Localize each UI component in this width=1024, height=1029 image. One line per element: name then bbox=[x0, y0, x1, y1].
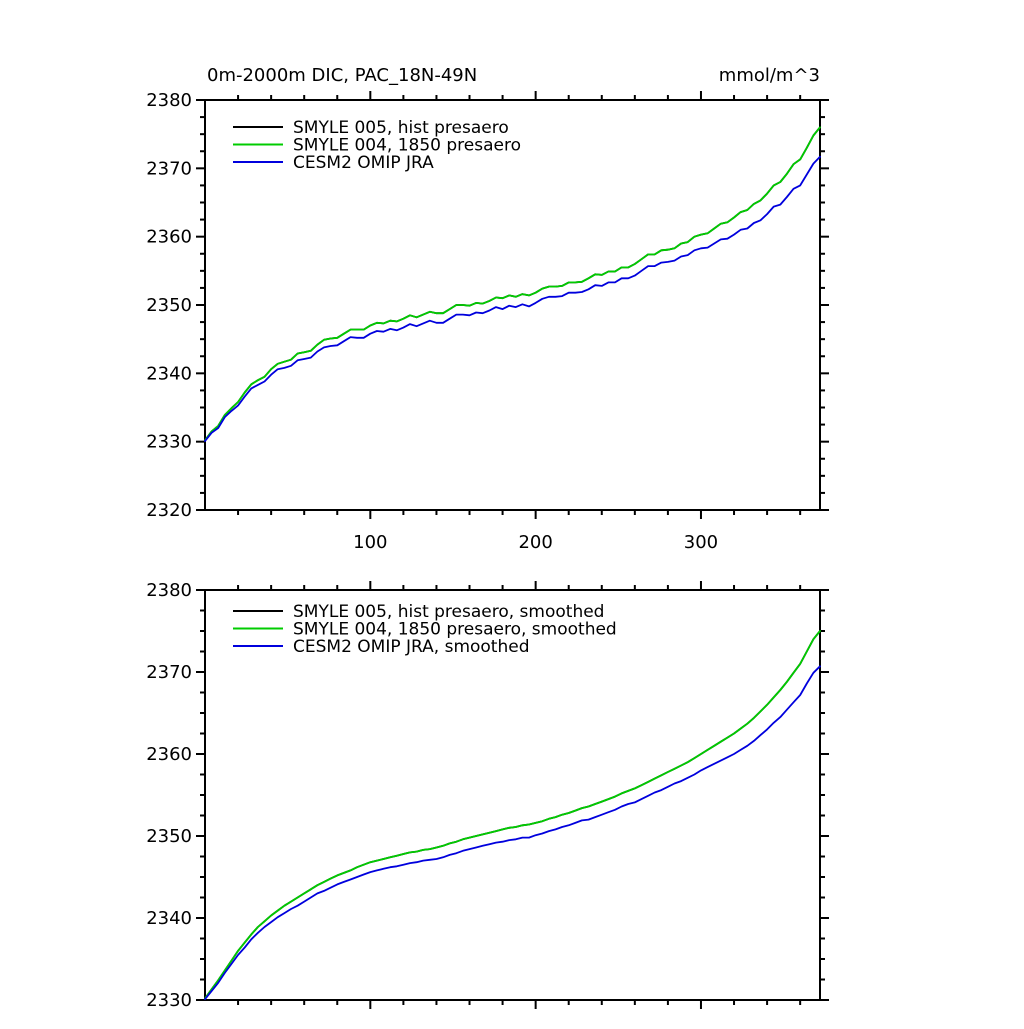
legend-label-cesm2: CESM2 OMIP JRA bbox=[293, 153, 434, 173]
legend-label-smyle005: SMYLE 005, hist presaero bbox=[293, 118, 509, 138]
y-tick-label: 2330 bbox=[146, 990, 192, 1011]
y-tick-label: 2320 bbox=[146, 500, 192, 521]
y-tick-label: 2360 bbox=[146, 227, 192, 248]
chart-1: 2320 2330 2340 2350 2360 2370 2380 100 200 300 bbox=[146, 90, 829, 553]
y-tick-label: 2330 bbox=[146, 432, 192, 453]
y-tick-label: 2350 bbox=[146, 295, 192, 316]
generated-chart-layer: 2320 2330 2340 2350 2360 2370 2380 100 200 300 233… bbox=[146, 90, 829, 1029]
y-tick-label: 2340 bbox=[146, 363, 192, 384]
legend-chart-2: SMYLE 005, hist presaero, smoothed SMYLE… bbox=[233, 602, 617, 657]
y-tick-label: 2370 bbox=[146, 158, 192, 179]
series-line-2-0 bbox=[204, 630, 821, 1000]
legend-label-smyle004-smoothed: SMYLE 004, 1850 presaero, smoothed bbox=[293, 620, 617, 640]
y-tick-label: 2340 bbox=[146, 908, 192, 929]
y-tick-label: 2350 bbox=[146, 826, 192, 847]
series-line-2-2 bbox=[204, 665, 821, 1001]
x-tick-label: 300 bbox=[684, 532, 718, 553]
legend-label-smyle005-smoothed: SMYLE 005, hist presaero, smoothed bbox=[293, 602, 604, 622]
legend-label-cesm2-smoothed: CESM2 OMIP JRA, smoothed bbox=[293, 637, 530, 657]
legend-label-smyle004: SMYLE 004, 1850 presaero bbox=[293, 136, 521, 156]
y-tick-label: 2380 bbox=[146, 580, 192, 601]
series-line-1-0 bbox=[204, 126, 821, 442]
y-tick-label: 2360 bbox=[146, 744, 192, 765]
x-tick-label: 200 bbox=[518, 532, 552, 553]
units-label: mmol/m^3 bbox=[719, 65, 820, 86]
y-tick-label: 2370 bbox=[146, 662, 192, 683]
series-line-2-1 bbox=[204, 630, 821, 1000]
y-tick-label: 2380 bbox=[146, 90, 192, 111]
chart-title: 0m-2000m DIC, PAC_18N-49N bbox=[207, 65, 477, 86]
legend-chart-1: SMYLE 005, hist presaero SMYLE 004, 1850… bbox=[233, 118, 521, 173]
series-line-1-1 bbox=[204, 126, 821, 442]
series-line-1-2 bbox=[204, 155, 821, 442]
x-tick-label: 100 bbox=[353, 532, 387, 553]
